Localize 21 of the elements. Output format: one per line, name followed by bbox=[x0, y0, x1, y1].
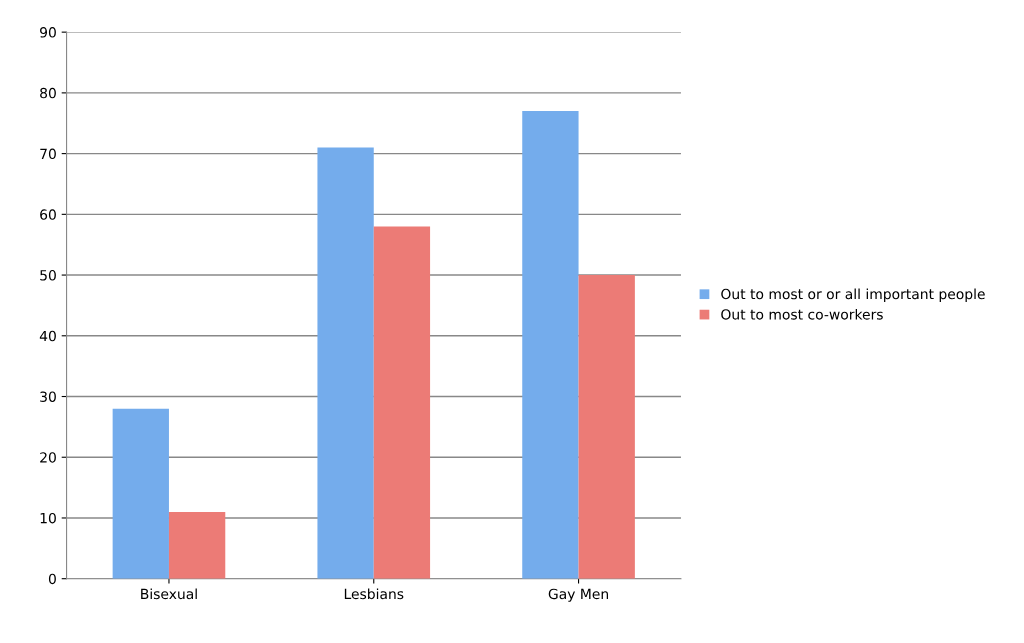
x-tick-label: Lesbians bbox=[344, 588, 404, 600]
y-tick-label: 40 bbox=[39, 330, 56, 342]
y-tick-label: 70 bbox=[40, 148, 56, 160]
bar bbox=[168, 511, 226, 579]
y-tick-label: 0 bbox=[48, 573, 56, 585]
y-tick-label: 30 bbox=[40, 391, 56, 402]
y-tick-label: 50 bbox=[40, 270, 56, 281]
bar bbox=[522, 111, 579, 579]
bar bbox=[373, 226, 431, 579]
bar bbox=[112, 408, 169, 579]
y-tick-label: 90 bbox=[40, 27, 56, 38]
bar bbox=[317, 147, 374, 579]
y-tick-label: 80 bbox=[40, 87, 56, 99]
bar bbox=[578, 275, 635, 579]
x-tick-label: Gay Men bbox=[548, 588, 608, 602]
y-tick-label: 60 bbox=[40, 209, 56, 220]
x-tick-label: Bisexual bbox=[141, 588, 197, 600]
y-tick-label: 20 bbox=[40, 452, 56, 463]
legend-label: Out to most or or all important people bbox=[721, 288, 985, 302]
y-tick-label: 10 bbox=[40, 512, 56, 524]
legend-label: Out to most co-workers bbox=[721, 308, 883, 320]
